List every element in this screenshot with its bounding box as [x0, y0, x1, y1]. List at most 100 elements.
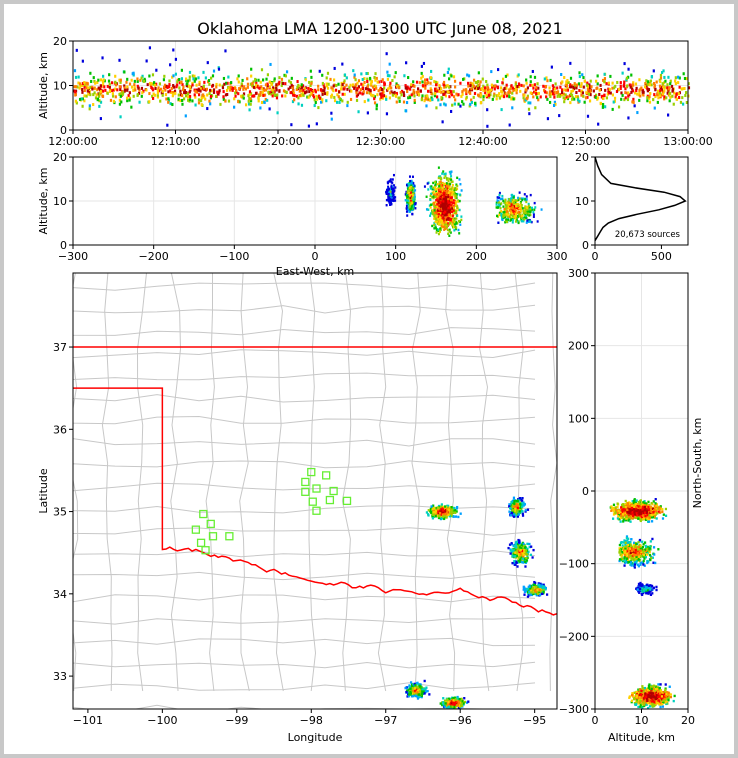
source-mark [524, 206, 527, 210]
source-mark [409, 191, 412, 195]
source-mark [441, 193, 444, 196]
source-mark [646, 94, 649, 98]
source-mark [449, 218, 452, 222]
source-mark [455, 192, 458, 196]
lightning-source [413, 687, 417, 690]
source-mark [446, 90, 449, 94]
x-tick-label: 200 [466, 250, 487, 263]
source-mark [658, 84, 662, 88]
county-boundary [73, 415, 536, 425]
source-mark [553, 95, 556, 99]
source-mark [435, 87, 438, 91]
source-mark [437, 222, 440, 226]
source-mark [475, 80, 479, 84]
source-mark [516, 85, 519, 89]
source-mark [405, 210, 408, 213]
source-mark [438, 214, 441, 217]
source-mark [413, 201, 416, 204]
x-tick-label: 12:10:00 [151, 135, 200, 148]
source-mark [677, 75, 680, 79]
source-mark [231, 88, 234, 92]
lightning-source [515, 510, 518, 513]
source-mark [515, 218, 518, 221]
source-mark [388, 196, 391, 200]
source-mark [249, 99, 253, 103]
source-mark [81, 84, 84, 88]
lightning-source [452, 515, 455, 518]
source-mark [81, 97, 84, 101]
lightning-source [526, 595, 530, 598]
source-mark [545, 76, 548, 80]
source-mark [388, 96, 392, 100]
source-mark [242, 92, 246, 96]
source-mark [599, 101, 602, 105]
source-mark [194, 89, 197, 93]
source-mark [459, 183, 462, 186]
lightning-source [514, 513, 518, 517]
source-mark [507, 213, 510, 217]
source-mark [370, 80, 373, 84]
source-mark [169, 63, 172, 67]
source-mark [447, 195, 450, 199]
source-mark [528, 112, 531, 116]
source-mark [383, 81, 386, 85]
source-mark [363, 100, 366, 104]
source-mark [504, 221, 507, 224]
source-mark [479, 91, 482, 95]
source-mark [423, 78, 427, 82]
source-mark [460, 218, 463, 222]
source-mark [623, 83, 626, 87]
source-mark [611, 86, 614, 90]
lightning-source [514, 543, 517, 546]
source-mark [548, 86, 551, 90]
source-mark [186, 79, 190, 83]
source-mark [394, 186, 397, 189]
source-mark [513, 215, 516, 218]
source-mark [406, 214, 409, 217]
source-mark [455, 188, 458, 191]
source-mark [574, 95, 578, 99]
source-mark [503, 207, 506, 211]
source-mark [391, 192, 394, 195]
source-mark [517, 83, 521, 87]
lightning-source [414, 683, 417, 687]
source-mark [174, 57, 178, 61]
source-mark [573, 97, 576, 101]
source-mark [448, 85, 451, 89]
source-mark [546, 97, 549, 101]
source-mark [675, 92, 678, 96]
source-mark [166, 86, 169, 90]
source-mark [554, 102, 557, 106]
source-mark [148, 100, 151, 104]
source-mark [588, 86, 591, 90]
source-mark [390, 86, 393, 90]
source-mark [280, 84, 283, 88]
lightning-source [420, 690, 423, 693]
state-boundary-red-river [73, 387, 557, 616]
source-mark [431, 188, 434, 191]
source-mark [357, 85, 360, 89]
source-mark [461, 90, 464, 94]
source-mark [663, 75, 666, 79]
source-mark [237, 92, 240, 96]
source-mark [624, 96, 627, 100]
source-mark [552, 103, 556, 107]
source-mark [114, 83, 118, 87]
source-mark [581, 91, 584, 95]
source-mark [435, 190, 438, 193]
source-mark [81, 59, 84, 63]
source-mark [98, 92, 101, 96]
source-mark [216, 92, 220, 96]
source-mark [465, 92, 468, 96]
source-mark [583, 79, 586, 83]
lightning-source [415, 682, 419, 685]
source-mark [503, 210, 506, 214]
source-mark [447, 90, 450, 94]
lightning-source [530, 593, 534, 597]
source-mark [601, 102, 605, 106]
source-mark [533, 83, 536, 87]
source-mark [215, 94, 218, 98]
source-mark [502, 215, 505, 218]
source-mark [443, 173, 446, 176]
source-mark [103, 85, 106, 89]
